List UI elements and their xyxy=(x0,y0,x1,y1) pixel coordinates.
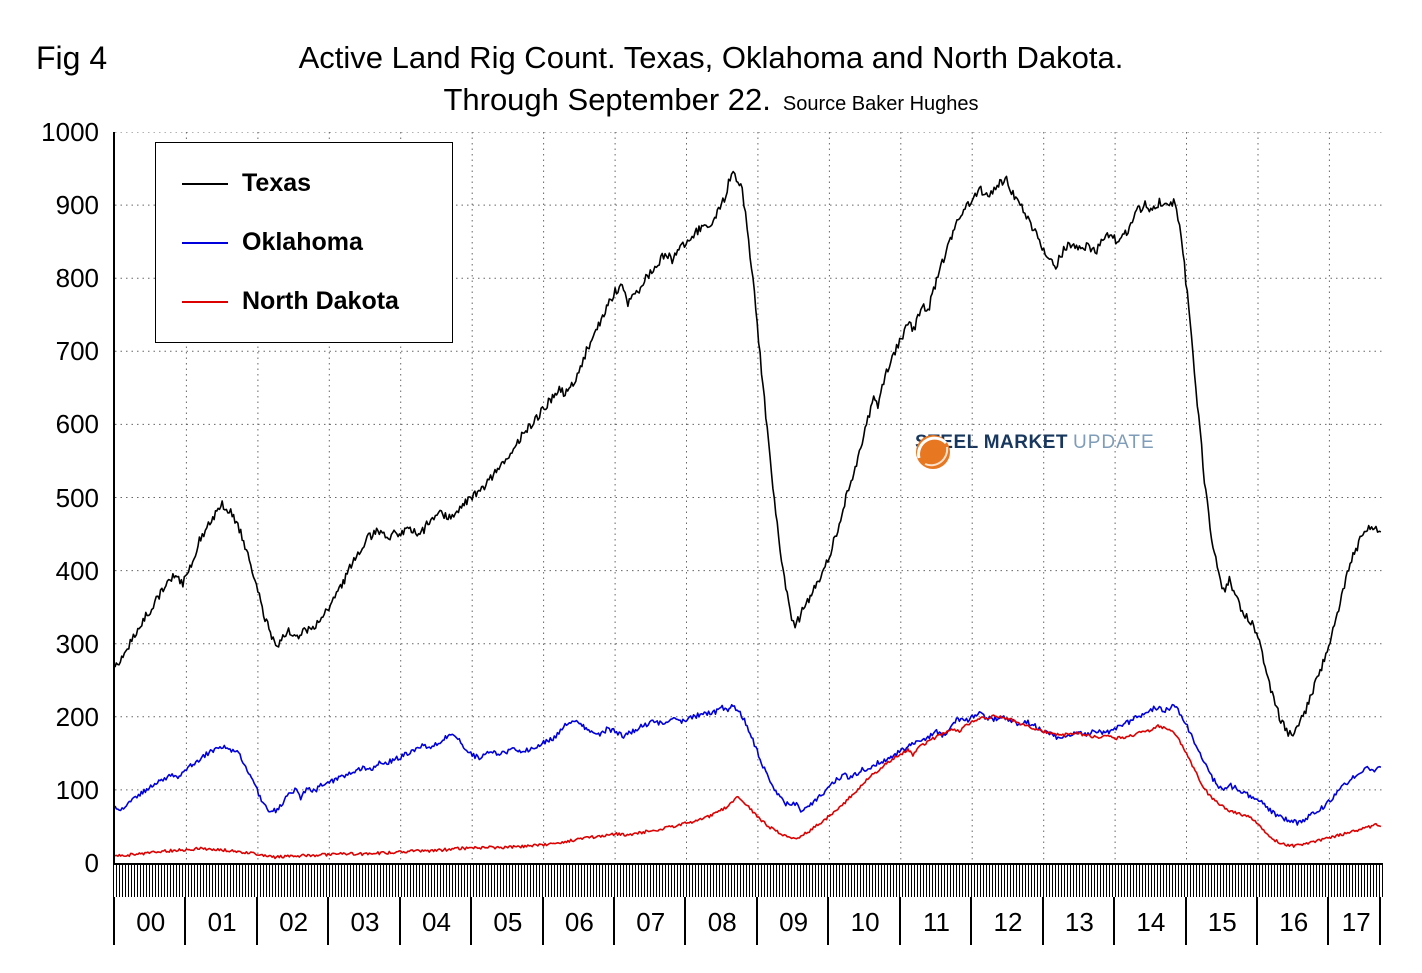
legend-label-north-dakota: North Dakota xyxy=(242,287,399,315)
texas-line-swatch xyxy=(182,182,228,185)
y-tick-label: 500 xyxy=(55,482,99,513)
x-tick-label: 00 xyxy=(136,907,166,937)
plot-area: STEEL MARKET UPDATE Texas xyxy=(113,132,1383,865)
watermark-logo: STEEL MARKET UPDATE xyxy=(915,432,1155,469)
figure-header: Fig 4 Active Land Rig Count. Texas, Okla… xyxy=(0,0,1422,132)
x-axis-tick xyxy=(898,897,901,945)
x-tick-label: 11 xyxy=(923,907,951,937)
x-axis-tick xyxy=(1041,897,1044,945)
x-tick-label: 09 xyxy=(779,907,809,937)
x-tick-label: 16 xyxy=(1279,907,1309,937)
x-axis-tick xyxy=(184,897,187,945)
y-tick-label: 400 xyxy=(55,555,99,586)
y-tick-label: 1000 xyxy=(41,117,99,147)
x-axis-tick xyxy=(970,897,973,945)
y-tick-label: 300 xyxy=(55,628,99,659)
x-axis-tick xyxy=(1184,897,1187,945)
x-tick-label: 05 xyxy=(493,907,523,937)
y-tick-label: 0 xyxy=(84,848,99,878)
chart-title-line2-text: Through September 22. xyxy=(443,82,771,117)
x-tick-label: 12 xyxy=(993,907,1023,937)
x-axis-tick xyxy=(113,897,115,945)
y-tick-label: 900 xyxy=(55,190,99,221)
y-axis: 0 100 200 300 400 500 600 700 800 900 1000 xyxy=(0,117,113,878)
legend-label-texas: Texas xyxy=(242,169,312,197)
x-tick-label: 01 xyxy=(207,907,237,937)
x-axis-tick xyxy=(684,897,687,945)
y-tick-label: 800 xyxy=(55,263,99,294)
x-tick-label: 14 xyxy=(1136,907,1166,937)
series-line-north-dakota xyxy=(115,714,1382,860)
legend-label-oklahoma: Oklahoma xyxy=(242,228,363,256)
x-axis-tick xyxy=(1327,897,1330,945)
y-tick-label: 700 xyxy=(55,336,99,367)
x-tick-label: 10 xyxy=(850,907,880,937)
legend-item-texas: Texas xyxy=(182,169,422,198)
steel-market-update-globe-icon xyxy=(916,435,950,469)
x-axis-tick xyxy=(1379,897,1381,945)
x-axis-tick xyxy=(255,897,258,945)
chart-source: Source Baker Hughes xyxy=(782,93,979,115)
y-tick-label: 200 xyxy=(55,701,99,732)
x-axis-tick xyxy=(613,897,616,945)
x-axis-tick xyxy=(327,897,330,945)
fig-label: Fig 4 xyxy=(36,40,108,76)
x-axis-tick xyxy=(398,897,401,945)
xaxis-weekly-tick-band xyxy=(113,865,1383,897)
x-tick-label: 06 xyxy=(564,907,594,937)
oklahoma-line-swatch xyxy=(182,241,228,244)
legend-item-north-dakota: North Dakota xyxy=(182,287,422,316)
x-tick-label: 17 xyxy=(1341,907,1371,937)
y-tick-label: 100 xyxy=(55,774,99,805)
x-axis-tick xyxy=(1255,897,1258,945)
watermark-update: UPDATE xyxy=(1073,432,1155,453)
y-tick-label: 600 xyxy=(55,409,99,440)
x-tick-label: 03 xyxy=(350,907,380,937)
x-tick-label: 08 xyxy=(707,907,737,937)
chart-title-line1: Active Land Rig Count. Texas, Oklahoma a… xyxy=(298,40,1124,75)
series-line-oklahoma xyxy=(115,703,1382,826)
legend: Texas Oklahoma North Dakota xyxy=(155,142,453,343)
chart-title-line2: Through September 22. Source Baker Hughes xyxy=(0,82,1422,118)
x-axis-tick xyxy=(827,897,830,945)
series-line-texas xyxy=(115,170,1382,737)
x-tick-label: 13 xyxy=(1064,907,1094,937)
x-tick-label: 02 xyxy=(279,907,309,937)
x-axis-tick xyxy=(470,897,473,945)
watermark-market: MARKET xyxy=(983,432,1069,453)
x-tick-label: 07 xyxy=(636,907,666,937)
x-tick-label: 15 xyxy=(1207,907,1237,937)
chart-canvas xyxy=(115,132,1383,863)
x-tick-label: 04 xyxy=(421,907,451,937)
x-axis: 00 01 02 03 04 05 06 07 08 09 10 11 12 13 14 15 16 17 xyxy=(113,897,1383,949)
legend-item-oklahoma: Oklahoma xyxy=(182,228,422,257)
plot-column: STEEL MARKET UPDATE Texas xyxy=(113,132,1383,949)
north-dakota-line-swatch xyxy=(182,300,228,303)
x-axis-tick xyxy=(755,897,758,945)
x-axis-tick xyxy=(1113,897,1116,945)
x-axis-tick xyxy=(541,897,544,945)
